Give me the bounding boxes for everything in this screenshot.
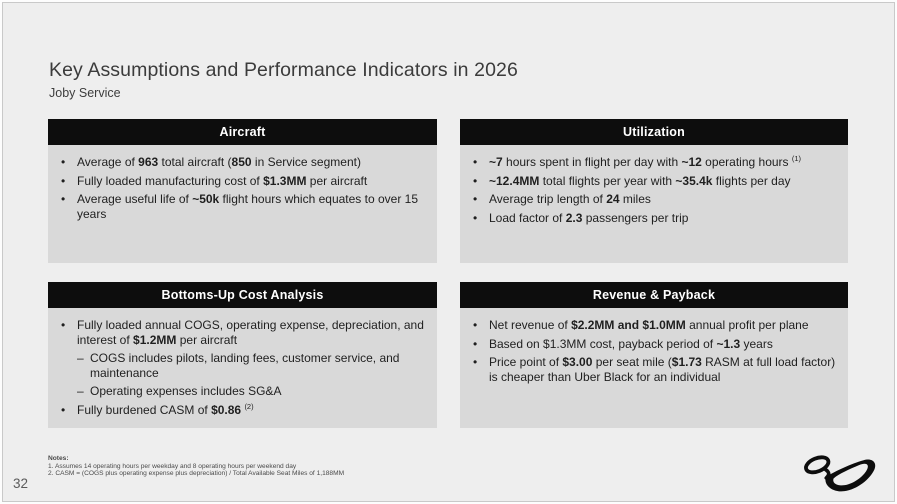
bullet-item: • Fully loaded annual COGS, operating exp… xyxy=(61,318,431,347)
assumption-box-revenue-payback: Revenue & Payback • Net revenue of $2.2MM … xyxy=(460,282,848,428)
dash-marker: – xyxy=(77,384,84,399)
assumption-box-utilization: Utilization • ~7 hours spent in flight per… xyxy=(460,119,848,263)
bullet-marker: • xyxy=(61,155,66,169)
bullet-marker: • xyxy=(473,155,478,169)
bullet-text: Operating expenses includes SG&A xyxy=(90,384,282,399)
bullet-text: Load factor of 2.3 passengers per trip xyxy=(489,210,689,225)
assumption-box-bottoms-up-cost-analysis: Bottoms-Up Cost Analysis • Fully loaded an… xyxy=(48,282,437,428)
page-title: Key Assumptions and Performance Indicato… xyxy=(49,59,518,81)
bullet-text: Average trip length of 24 miles xyxy=(489,192,651,207)
bullet-marker: • xyxy=(61,402,66,417)
bullet-text: Fully burdened CASM of $0.86 (2) xyxy=(77,401,254,417)
bullet-text: COGS includes pilots, landing fees, cust… xyxy=(90,351,400,380)
bullet-marker: • xyxy=(61,192,66,207)
bullet-item: • ~12.4MM total flights per year with ~35… xyxy=(473,174,842,189)
bullet-item: • Average useful life of ~50k flight hour… xyxy=(61,192,431,221)
box-body: • Average of 963 total aircraft (850 in S… xyxy=(48,145,437,263)
box-body: • ~7 hours spent in flight per day with ~… xyxy=(460,145,848,263)
bullet-item: – Operating expenses includes SG&A xyxy=(77,384,431,399)
page-subtitle: Joby Service xyxy=(49,86,121,100)
bullet-marker: • xyxy=(61,173,66,188)
bullet-item: • Fully loaded manufacturing cost of $1.3… xyxy=(61,174,431,189)
bullet-text: Fully loaded manufacturing cost of $1.3M… xyxy=(77,173,368,188)
bullet-item: • Load factor of 2.3 passengers per trip xyxy=(473,211,842,226)
bullet-item: • Fully burdened CASM of $0.86 (2) xyxy=(61,403,431,418)
box-title: Bottoms-Up Cost Analysis xyxy=(48,282,437,308)
box-title: Revenue & Payback xyxy=(460,282,848,308)
bullet-item: • Average of 963 total aircraft (850 in S… xyxy=(61,155,431,170)
footnotes-list: 1. Assumes 14 operating hours per weekda… xyxy=(48,463,344,478)
bullet-marker: • xyxy=(473,192,478,207)
bullet-marker: • xyxy=(473,318,478,332)
footnotes: Notes: 1. Assumes 14 operating hours per… xyxy=(48,455,344,477)
bullet-text: Average useful life of ~50k flight hours… xyxy=(77,192,419,221)
bullet-text: ~12.4MM total flights per year with ~35.… xyxy=(489,173,791,188)
box-title: Aircraft xyxy=(48,119,437,145)
dash-marker: – xyxy=(77,351,84,366)
assumption-box-aircraft: Aircraft • Average of 963 total aircraft (… xyxy=(48,119,437,263)
footnote-item: 1. Assumes 14 operating hours per weekda… xyxy=(48,462,297,470)
bullet-item: • Based on $1.3MM cost, payback period of… xyxy=(473,337,842,352)
footnote-item: 2. CASM = (COGS plus operating expense p… xyxy=(48,470,345,477)
bullet-marker: • xyxy=(473,355,478,370)
bullet-item: – COGS includes pilots, landing fees, cus… xyxy=(77,351,431,380)
bullet-text: ~7 hours spent in flight per day with ~1… xyxy=(489,154,802,169)
bullet-marker: • xyxy=(61,318,66,332)
bullet-text: Fully loaded annual COGS, operating expe… xyxy=(77,318,424,347)
box-body: • Fully loaded annual COGS, operating exp… xyxy=(48,308,437,428)
bullet-text: Net revenue of $2.2MM and $1.0MM annual … xyxy=(489,318,809,332)
bullet-marker: • xyxy=(473,336,478,351)
bullet-item: • Price point of $3.00 per seat mile ($1.… xyxy=(473,355,842,384)
bullet-text: Average of 963 total aircraft (850 in Se… xyxy=(77,155,361,169)
box-body: • Net revenue of $2.2MM and $1.0MM annual… xyxy=(460,308,848,428)
footnotes-label: Notes: xyxy=(48,455,69,462)
page-number: 32 xyxy=(13,476,29,491)
bullet-text: Based on $1.3MM cost, payback period of … xyxy=(489,336,773,351)
bullet-item: • Average trip length of 24 miles xyxy=(473,192,842,207)
bullet-item: • Net revenue of $2.2MM and $1.0MM annual… xyxy=(473,318,842,333)
bullet-marker: • xyxy=(473,210,478,225)
bullet-marker: • xyxy=(473,173,478,188)
bullet-text: Price point of $3.00 per seat mile ($1.7… xyxy=(489,355,836,384)
bullet-item: • ~7 hours spent in flight per day with ~… xyxy=(473,155,842,170)
joby-logo xyxy=(804,455,876,492)
box-title: Utilization xyxy=(460,119,848,145)
kpi-grid: Aircraft • Average of 963 total aircraft (… xyxy=(48,119,848,428)
